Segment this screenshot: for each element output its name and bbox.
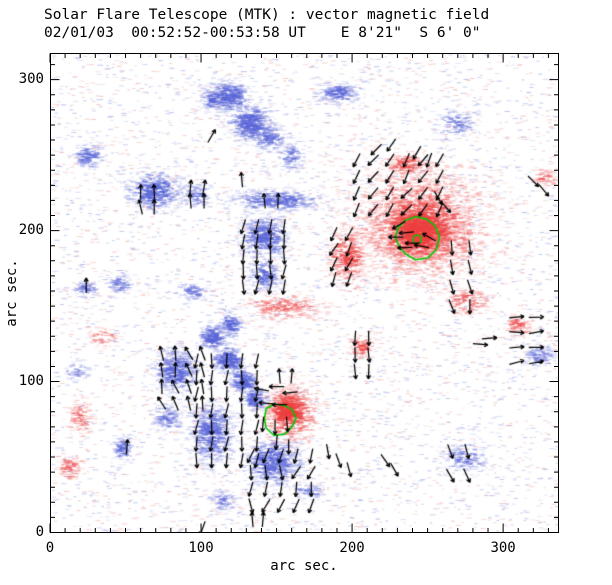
x-tick-label: 200 bbox=[339, 540, 365, 556]
x-tick-label: 0 bbox=[45, 540, 55, 556]
x-tick-label: 300 bbox=[490, 540, 516, 556]
x-axis-title: arc sec. bbox=[270, 558, 338, 574]
figure-title: Solar Flare Telescope (MTK) : vector mag… bbox=[44, 7, 490, 23]
figure-subtitle: 02/01/03 00:52:52-00:53:58 UT E 8'21" S … bbox=[44, 25, 481, 41]
y-tick-label: 300 bbox=[18, 71, 44, 88]
magnetogram-canvas bbox=[50, 53, 559, 533]
y-axis-title: arc sec. bbox=[4, 259, 20, 327]
y-tick-label: 200 bbox=[18, 222, 44, 239]
y-tick-label: 0 bbox=[35, 524, 44, 540]
x-tick-label: 100 bbox=[188, 540, 214, 556]
y-tick-label: 100 bbox=[18, 373, 44, 390]
